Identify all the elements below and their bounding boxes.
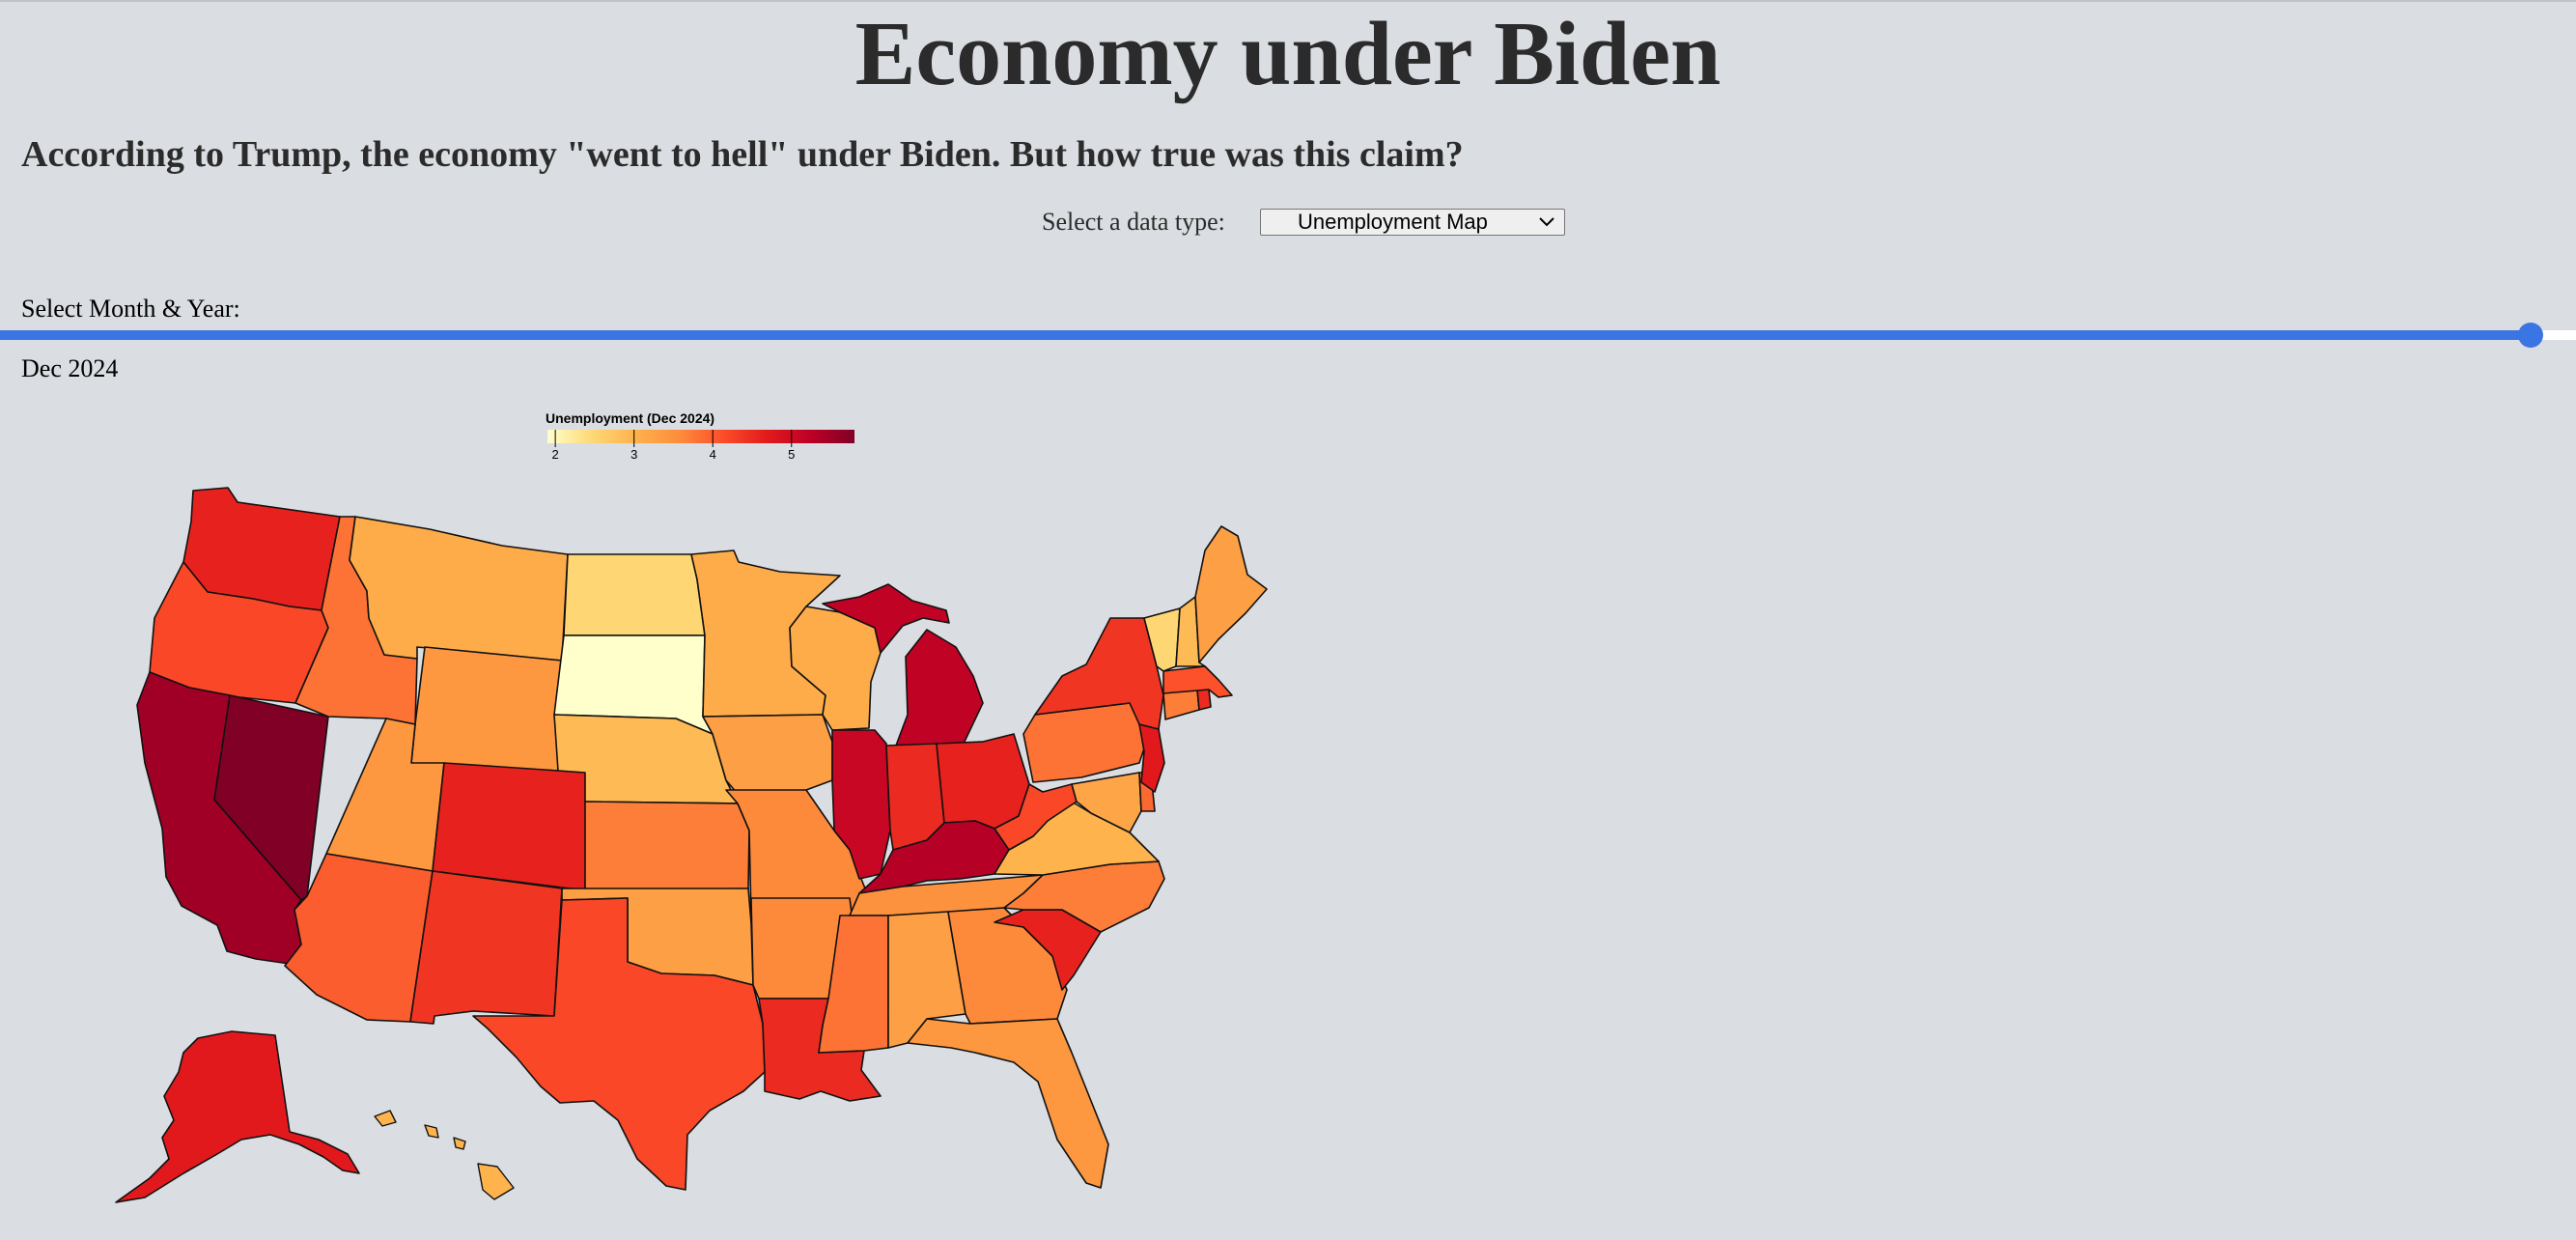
state-montana[interactable] bbox=[349, 516, 569, 662]
color-legend: Unemployment (Dec 2024) 2 3 4 5 bbox=[546, 410, 864, 461]
legend-tick-label: 2 bbox=[552, 447, 559, 461]
legend-gradient-bar bbox=[547, 430, 854, 443]
state-wyoming[interactable] bbox=[410, 646, 563, 772]
state-alaska[interactable] bbox=[115, 1030, 360, 1203]
state-north-carolina[interactable] bbox=[1003, 860, 1165, 933]
state-georgia[interactable] bbox=[947, 907, 1068, 1025]
state-new-mexico[interactable] bbox=[409, 870, 563, 1025]
state-rhode-island[interactable] bbox=[1196, 689, 1212, 711]
state-pennsylvania[interactable] bbox=[1022, 702, 1150, 783]
state-new-jersey[interactable] bbox=[1138, 723, 1165, 793]
top-border bbox=[0, 0, 2576, 2]
page-subtitle: According to Trump, the economy "went to… bbox=[21, 134, 1464, 175]
state-colorado[interactable] bbox=[432, 762, 588, 891]
state-nevada[interactable] bbox=[213, 694, 329, 901]
state-ohio[interactable] bbox=[936, 733, 1030, 830]
legend-scale: 2 3 4 5 bbox=[547, 430, 854, 461]
state-north-dakota[interactable] bbox=[563, 553, 706, 636]
state-hawaii[interactable] bbox=[374, 1110, 515, 1200]
state-michigan[interactable] bbox=[822, 583, 984, 747]
state-connecticut[interactable] bbox=[1162, 689, 1200, 720]
legend-tick-label: 4 bbox=[710, 447, 716, 461]
selected-date-label: Dec 2024 bbox=[21, 354, 119, 382]
state-vermont[interactable] bbox=[1143, 607, 1181, 672]
month-year-slider[interactable] bbox=[0, 323, 2576, 348]
data-type-selected-value: Unemployment Map bbox=[1298, 210, 1488, 234]
state-kansas[interactable] bbox=[584, 801, 750, 891]
state-illinois[interactable] bbox=[831, 729, 891, 880]
page-title: Economy under Biden bbox=[854, 4, 1722, 104]
legend-tick-label: 3 bbox=[630, 447, 637, 461]
data-type-select[interactable]: Unemployment Map bbox=[1260, 209, 1565, 236]
legend-title: Unemployment (Dec 2024) bbox=[546, 410, 715, 426]
state-maine[interactable] bbox=[1194, 525, 1268, 663]
chevron-down-icon bbox=[1537, 212, 1556, 238]
data-type-label: Select a data type: bbox=[1042, 208, 1225, 236]
state-florida[interactable] bbox=[907, 1018, 1109, 1189]
slider-label: Select Month & Year: bbox=[21, 295, 240, 323]
legend-tick-label: 5 bbox=[788, 447, 795, 461]
slider-thumb[interactable] bbox=[2518, 323, 2543, 348]
state-texas[interactable] bbox=[472, 897, 766, 1191]
slider-fill bbox=[0, 330, 2531, 340]
state-massachusetts[interactable] bbox=[1162, 665, 1233, 698]
